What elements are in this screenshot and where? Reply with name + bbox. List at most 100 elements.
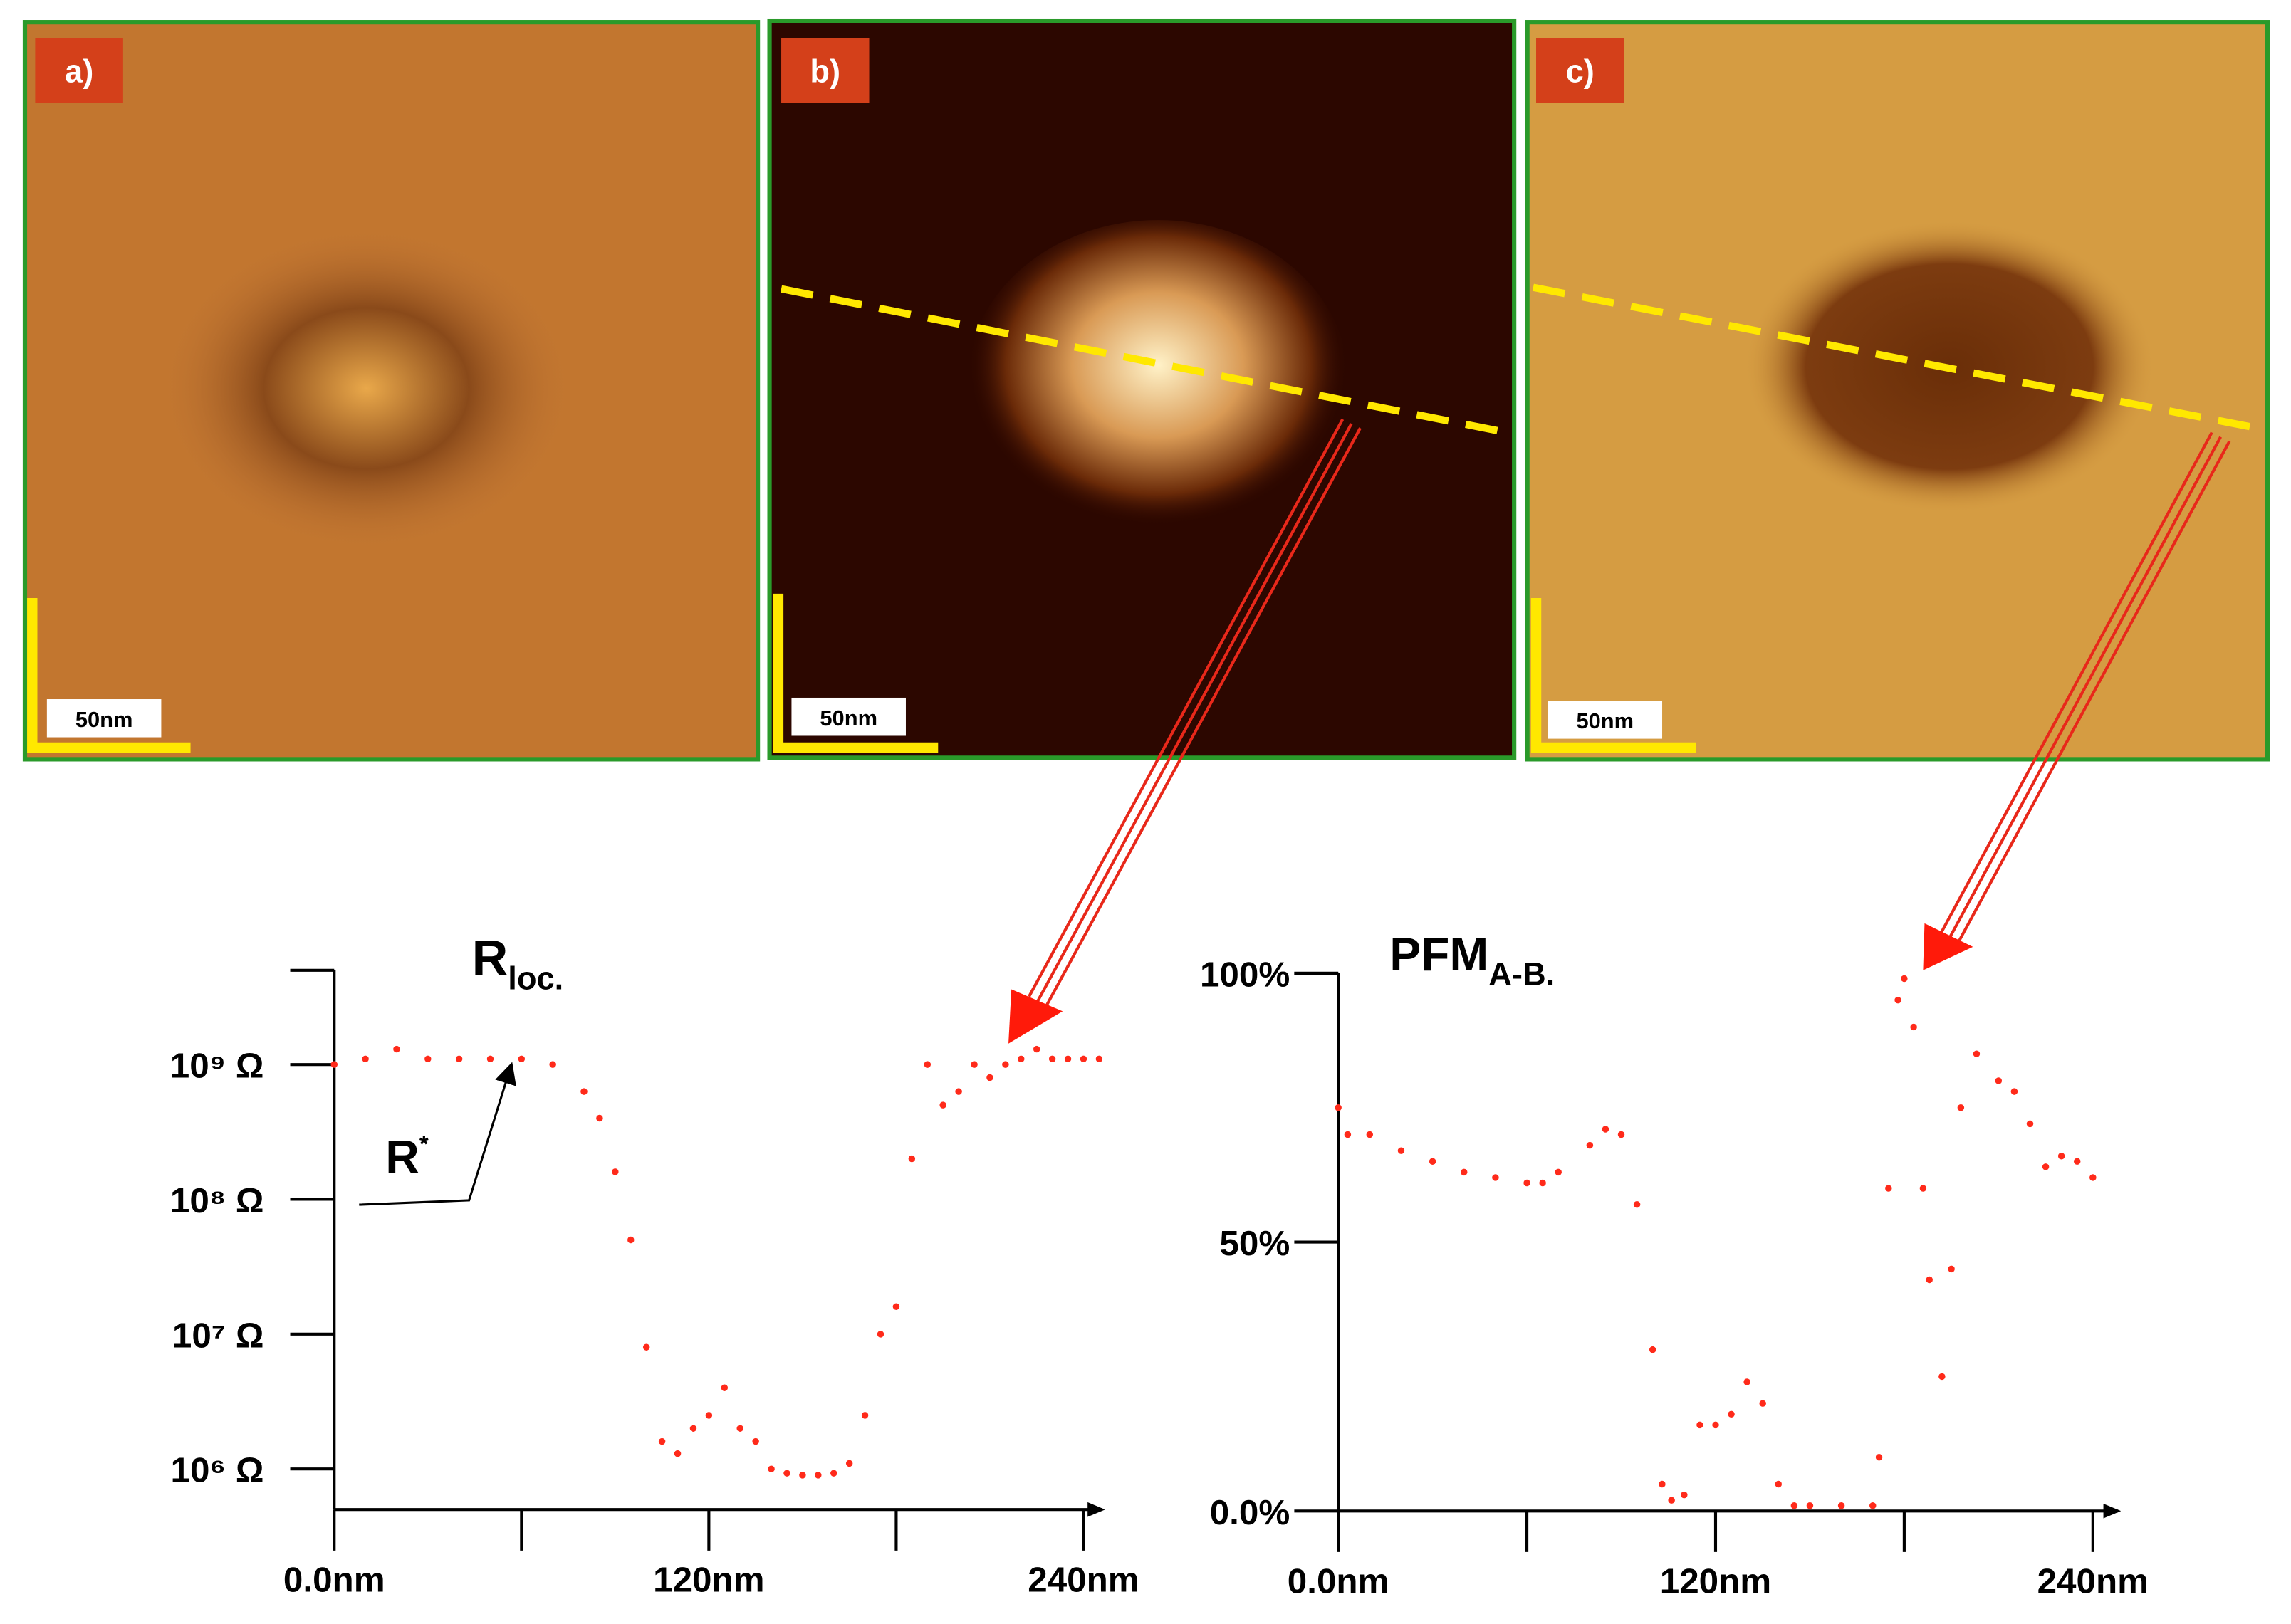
data-point — [1790, 1502, 1798, 1509]
data-point — [1696, 1421, 1703, 1429]
data-point — [721, 1384, 729, 1391]
data-point — [1875, 1454, 1883, 1461]
panel-b: b) 50nm — [767, 18, 1517, 760]
data-point — [1461, 1168, 1468, 1176]
data-point — [1759, 1400, 1766, 1407]
x-tick-label: 120nm — [1660, 1562, 1771, 1601]
data-point — [986, 1074, 993, 1081]
data-point — [1926, 1276, 1933, 1284]
data-point — [2042, 1163, 2050, 1170]
data-point — [2073, 1158, 2081, 1165]
y-tick-label: 10⁷ Ω — [172, 1316, 264, 1355]
data-point — [1523, 1179, 1530, 1187]
data-point — [1539, 1179, 1546, 1187]
data-point — [752, 1437, 759, 1445]
data-point — [1957, 1104, 1965, 1111]
chart-title: PFMA-B. — [1389, 928, 1555, 992]
data-point — [393, 1045, 400, 1053]
data-point — [1869, 1502, 1877, 1509]
data-point — [1633, 1200, 1641, 1208]
y-tick-label: 0.0% — [1210, 1493, 1290, 1532]
annotation-arrow — [359, 1062, 516, 1206]
data-point — [424, 1055, 432, 1063]
data-point — [1555, 1168, 1562, 1176]
data-point — [908, 1155, 916, 1163]
data-point — [518, 1055, 526, 1063]
data-point — [1973, 1050, 1981, 1057]
annotation: R* — [385, 1130, 429, 1183]
data-point — [1668, 1497, 1675, 1504]
data-point — [1919, 1185, 1927, 1192]
data-point — [2010, 1088, 2018, 1095]
data-point — [1080, 1055, 1087, 1063]
y-tick-label: 10⁹ Ω — [170, 1047, 264, 1086]
y-tick-label: 50% — [1219, 1224, 1290, 1263]
data-point — [815, 1472, 822, 1479]
data-point — [1492, 1174, 1499, 1181]
panel-label: b) — [810, 53, 840, 90]
data-point — [1064, 1055, 1072, 1063]
data-point — [845, 1460, 853, 1467]
data-point — [939, 1101, 946, 1109]
data-point — [861, 1412, 869, 1419]
data-point — [580, 1088, 588, 1095]
y-tick-label: 10⁸ Ω — [170, 1181, 264, 1220]
data-point — [658, 1437, 666, 1445]
data-point — [1910, 1023, 1917, 1031]
title-subscript: loc. — [508, 960, 563, 997]
data-point — [1894, 996, 1901, 1004]
data-point — [1995, 1077, 2003, 1084]
data-point — [486, 1055, 494, 1063]
data-point — [1743, 1378, 1750, 1385]
data-point — [2057, 1152, 2065, 1160]
scale-label: 50nm — [820, 706, 877, 730]
data-point — [924, 1061, 931, 1068]
x-tick-label: 240nm — [1028, 1560, 1139, 1599]
title-main: PFM — [1389, 928, 1488, 980]
data-point — [1335, 1104, 1342, 1111]
data-point — [1018, 1055, 1025, 1063]
data-point — [892, 1303, 900, 1310]
panel-label: a) — [65, 53, 93, 90]
data-point — [1681, 1491, 1688, 1499]
data-point — [627, 1236, 635, 1244]
data-point — [1837, 1502, 1845, 1509]
data-point — [1602, 1126, 1609, 1133]
data-point — [1429, 1158, 1436, 1165]
scale-label: 50nm — [1576, 708, 1634, 733]
data-point — [612, 1168, 619, 1175]
data-point — [1344, 1131, 1352, 1138]
data-point — [783, 1470, 790, 1477]
data-point — [1095, 1055, 1103, 1063]
data-point — [1586, 1141, 1594, 1149]
annotation-superscript: * — [419, 1131, 429, 1157]
data-point — [330, 1061, 338, 1068]
data-point — [549, 1061, 556, 1068]
data-point — [1617, 1131, 1625, 1138]
data-point — [736, 1425, 743, 1432]
data-point — [1366, 1131, 1374, 1138]
data-point — [1649, 1346, 1656, 1353]
data-point — [642, 1343, 650, 1351]
data-point — [830, 1470, 837, 1477]
panel-label: c) — [1566, 53, 1595, 90]
link-arrows — [1008, 418, 2231, 1044]
data-point — [1712, 1421, 1719, 1429]
x-tick-label: 240nm — [2037, 1562, 2149, 1601]
title-subscript: A-B. — [1488, 955, 1555, 992]
data-point — [1048, 1055, 1056, 1063]
x-tick-label: 120nm — [653, 1560, 764, 1599]
panel-a: a) 50nm — [22, 20, 761, 762]
panel-c: c) 50nm — [1525, 20, 2270, 762]
data-point — [705, 1412, 713, 1419]
data-point — [2089, 1174, 2097, 1181]
data-point — [768, 1465, 775, 1472]
data-point — [1938, 1373, 1946, 1381]
data-point — [877, 1331, 884, 1338]
annotation-main: R — [385, 1130, 419, 1183]
x-tick-label: 0.0nm — [1288, 1562, 1389, 1601]
data-point — [1002, 1061, 1009, 1068]
data-point — [971, 1061, 978, 1068]
data-point — [689, 1425, 697, 1432]
data-point — [1775, 1480, 1783, 1488]
